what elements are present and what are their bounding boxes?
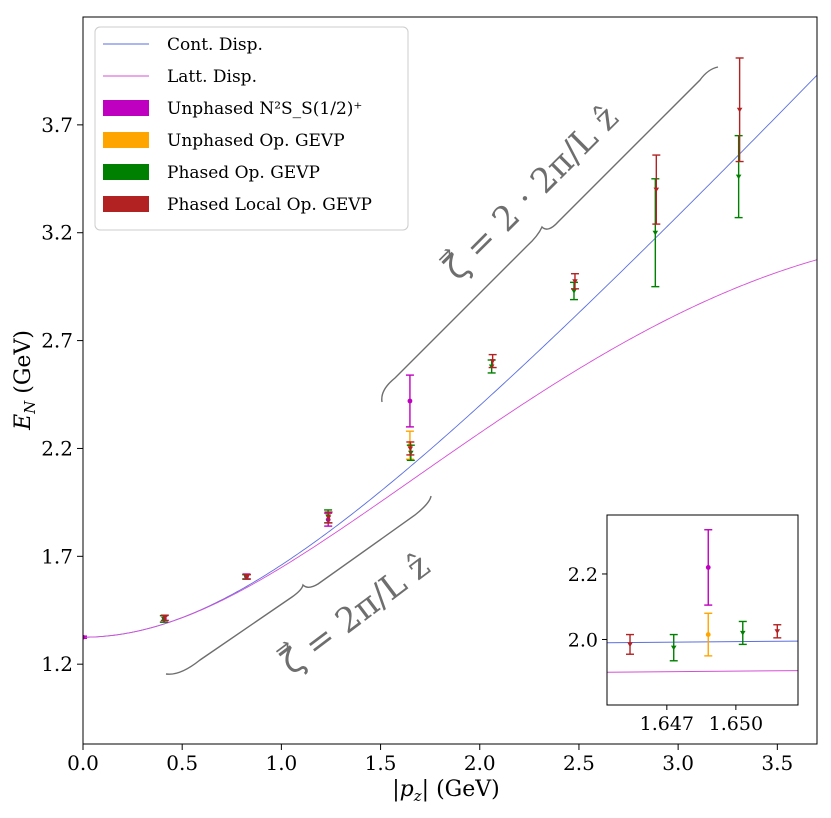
data-point xyxy=(569,281,578,301)
inset-x-tick-label: 1.650 xyxy=(709,713,763,735)
inset-x-tick-label: 1.647 xyxy=(640,713,694,735)
brace-upper xyxy=(381,66,719,403)
legend-label: Cont. Disp. xyxy=(167,35,263,55)
plot-frame xyxy=(82,16,818,745)
brace-lower xyxy=(165,495,432,675)
data-point xyxy=(651,178,660,288)
legend-label: Unphased Op. GEVP xyxy=(167,131,345,151)
data-point xyxy=(570,273,579,290)
data-point xyxy=(734,134,743,219)
legend-swatch xyxy=(103,100,149,116)
x-axis-title: |pz| (GeV) xyxy=(392,777,499,805)
legend-swatch xyxy=(103,164,149,180)
inset-curve xyxy=(607,640,798,644)
y-axis-title: EN (GeV) xyxy=(11,330,39,431)
x-tick-label: 0.0 xyxy=(67,751,99,775)
x-tick-label: 1.0 xyxy=(265,751,297,775)
x-tick-label: 2.0 xyxy=(464,751,496,775)
inset-plot: 1.647 1.650 2.0 2.2 xyxy=(568,514,799,735)
data-point xyxy=(160,614,169,622)
inset-axes: 1.647 1.650 2.0 2.2 xyxy=(568,564,763,735)
inset-curve xyxy=(607,670,798,673)
data-point xyxy=(735,57,744,163)
inset-data-point xyxy=(669,633,678,662)
latt-disp-curve xyxy=(83,259,817,638)
y-tick-label: 2.7 xyxy=(41,329,73,353)
y-tick-label: 1.2 xyxy=(41,652,73,676)
legend-frame xyxy=(94,26,409,231)
y-tick-label: 2.2 xyxy=(41,436,73,460)
legend-swatch xyxy=(103,196,149,212)
x-tick-label: 3.5 xyxy=(761,751,793,775)
dispersion-curves xyxy=(83,74,817,638)
legend-swatch xyxy=(103,132,149,148)
inset-points xyxy=(626,529,782,662)
data-point xyxy=(406,441,415,456)
x-tick-label: 2.5 xyxy=(563,751,595,775)
y-tick-label: 3.7 xyxy=(41,113,73,137)
legend-label: Phased Local Op. GEVP xyxy=(167,195,372,215)
inset-frame xyxy=(606,514,799,706)
data-point xyxy=(405,374,414,428)
data-point xyxy=(652,154,661,225)
inset-data-point xyxy=(738,620,747,646)
inset-data-point xyxy=(626,633,635,655)
data-point xyxy=(242,573,251,580)
inset-data-point xyxy=(773,624,782,639)
legend-label: Phased Op. GEVP xyxy=(167,163,320,183)
inset-y-tick-label: 2.0 xyxy=(568,629,598,651)
x-tick-label: 0.5 xyxy=(166,751,198,775)
inset-curves xyxy=(607,640,798,673)
data-point xyxy=(324,511,333,524)
data-points xyxy=(83,57,744,640)
x-tick-label: 1.5 xyxy=(365,751,397,775)
y-axis: 1.2 1.7 2.2 2.7 3.2 3.7 xyxy=(41,113,83,676)
data-point xyxy=(488,353,497,369)
inset-data-point xyxy=(704,529,713,606)
inset-data-point xyxy=(704,612,713,657)
data-point xyxy=(83,634,87,640)
inset-y-tick-label: 2.2 xyxy=(568,564,598,586)
y-tick-label: 1.7 xyxy=(41,544,73,568)
x-tick-label: 3.0 xyxy=(662,751,694,775)
legend: Cont. Disp. Latt. Disp. Unphased N²S_S(1/2… xyxy=(94,26,409,231)
y-tick-label: 3.2 xyxy=(41,221,73,245)
legend-label: Latt. Disp. xyxy=(167,67,257,87)
x-axis: 0.0 0.5 1.0 1.5 2.0 2.5 3.0 3.5 xyxy=(67,744,793,775)
legend-label: Unphased N²S_S(1/2)⁺ xyxy=(167,99,362,119)
